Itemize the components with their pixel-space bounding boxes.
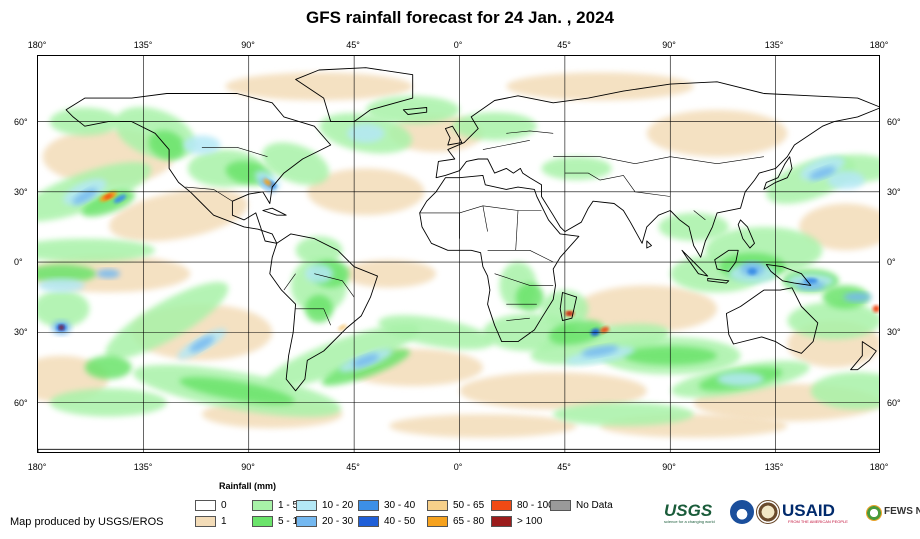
lon-tick-bottom: 135°: [764, 462, 784, 472]
lon-tick-bottom: 135°: [133, 462, 153, 472]
legend-label: 0: [221, 500, 227, 511]
lon-tick-top: 90°: [662, 40, 676, 50]
lon-tick-top: 180°: [27, 40, 47, 50]
legend-swatch: [358, 516, 379, 527]
legend-label: No Data: [576, 500, 613, 511]
legend-swatch: [491, 500, 512, 511]
legend-swatch: [427, 516, 448, 527]
lon-tick-top: 180°: [869, 40, 889, 50]
legend-title: Rainfall (mm): [219, 481, 277, 491]
lon-tick-top: 90°: [241, 40, 255, 50]
lon-tick-bottom: 90°: [241, 462, 255, 472]
usgs-tagline: science for a changing world: [664, 519, 715, 524]
legend-label: 80 - 100: [517, 500, 554, 511]
legend-swatch: [296, 500, 317, 511]
lat-tick-left: 30°: [14, 187, 28, 197]
legend-label: 50 - 65: [453, 500, 485, 511]
usgs-wordmark: USGS: [664, 501, 713, 520]
lat-tick-right: 30°: [887, 327, 901, 337]
usaid-wordmark: USAID: [782, 501, 835, 520]
lat-tick-left: 60°: [14, 398, 28, 408]
lon-tick-bottom: 45°: [346, 462, 360, 472]
partner-logos: USGS science for a changing world USAID …: [662, 498, 920, 528]
lat-tick-left: 0°: [14, 257, 23, 267]
legend-swatch: [252, 500, 273, 511]
legend-swatch: [296, 516, 317, 527]
lon-tick-bottom: 0°: [453, 462, 463, 472]
legend-label: 1 - 5: [278, 500, 299, 511]
lat-tick-right: 0°: [887, 257, 896, 267]
legend-swatch: [550, 500, 571, 511]
legend-swatch: [358, 500, 379, 511]
rainfall-map: [38, 56, 879, 452]
legend-label: 30 - 40: [384, 500, 416, 511]
legend-label: 65 - 80: [453, 516, 485, 527]
fews-net-logo[interactable]: FEWS NET: [884, 498, 920, 528]
legend-swatch: [195, 500, 216, 511]
rainfall-field: [38, 72, 879, 438]
legend-swatch: [491, 516, 512, 527]
lat-tick-left: 60°: [14, 117, 28, 127]
lon-tick-bottom: 180°: [27, 462, 47, 472]
legend-label: 5 - 10: [278, 516, 304, 527]
map-panel[interactable]: [37, 55, 880, 453]
lat-tick-right: 30°: [887, 187, 901, 197]
lon-tick-top: 45°: [557, 40, 571, 50]
lon-tick-top: 0°: [453, 40, 463, 50]
legend-label: 10 - 20: [322, 500, 354, 511]
lat-tick-left: 30°: [14, 327, 28, 337]
noaa-logo[interactable]: [730, 500, 754, 524]
lon-tick-bottom: 180°: [869, 462, 889, 472]
lon-tick-top: 135°: [133, 40, 153, 50]
lon-tick-bottom: 90°: [662, 462, 676, 472]
legend-swatch: [427, 500, 448, 511]
lat-tick-right: 60°: [887, 117, 901, 127]
usaid-tagline: FROM THE AMERICAN PEOPLE: [788, 519, 848, 524]
lon-tick-top: 135°: [764, 40, 784, 50]
legend-swatch: [252, 516, 273, 527]
legend-label: 40 - 50: [384, 516, 416, 527]
usgs-logo[interactable]: USGS science for a changing world: [662, 498, 730, 528]
legend-swatch: [195, 516, 216, 527]
usaid-logo[interactable]: USAID FROM THE AMERICAN PEOPLE: [782, 498, 862, 528]
credit-text: Map produced by USGS/EROS: [10, 516, 164, 528]
landmass-outlines: [38, 67, 879, 452]
graticule: [38, 56, 879, 452]
legend-label: 1: [221, 516, 227, 527]
lat-tick-right: 60°: [887, 398, 901, 408]
lon-tick-bottom: 45°: [557, 462, 571, 472]
doi-seal-icon[interactable]: [756, 500, 780, 524]
fews-net-wordmark: FEWS NET: [884, 506, 920, 517]
lon-tick-top: 45°: [346, 40, 360, 50]
legend-label: 20 - 30: [322, 516, 354, 527]
map-title: GFS rainfall forecast for 24 Jan. , 2024: [305, 8, 615, 27]
legend-label: > 100: [517, 516, 543, 527]
fews-net-globe-icon: [866, 505, 882, 521]
